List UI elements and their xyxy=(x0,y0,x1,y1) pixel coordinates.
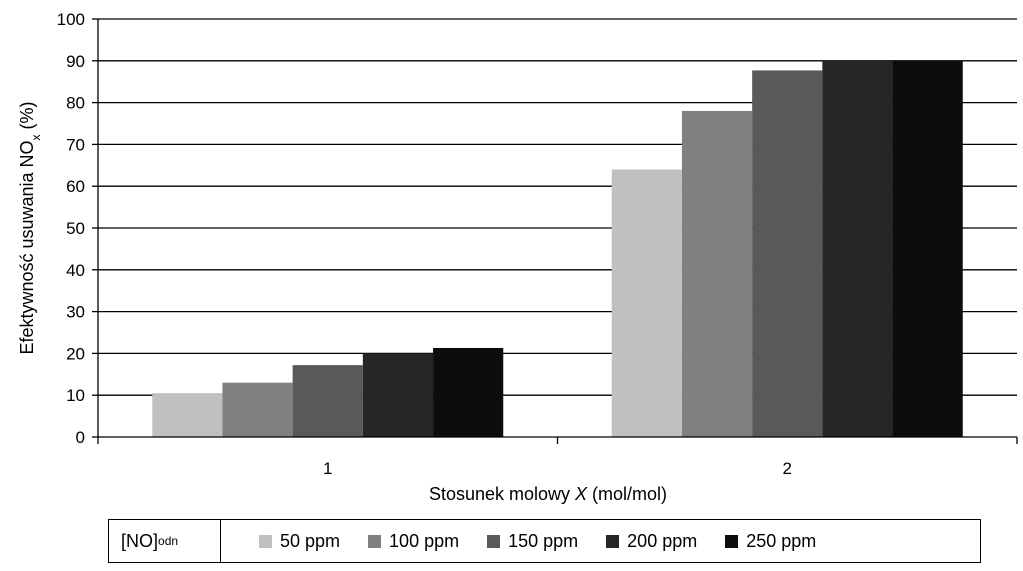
y-tick-label: 40 xyxy=(66,261,85,280)
x-axis-title-unit: (mol/mol) xyxy=(587,484,667,504)
y-tick-label: 60 xyxy=(66,177,85,196)
bars xyxy=(152,61,963,437)
legend-swatch xyxy=(606,535,619,548)
y-tick-label: 20 xyxy=(66,344,85,363)
bar xyxy=(612,169,682,437)
legend-item: 100 ppm xyxy=(368,531,459,552)
legend-swatch xyxy=(259,535,272,548)
x-tick-label: 1 xyxy=(323,459,332,478)
legend-label: 50 ppm xyxy=(280,531,340,552)
bar xyxy=(682,111,752,437)
y-axis-title-unit: (%) xyxy=(17,101,37,134)
bar xyxy=(433,348,503,437)
legend-item: 150 ppm xyxy=(487,531,578,552)
legend-item: 50 ppm xyxy=(259,531,340,552)
legend-swatch xyxy=(725,535,738,548)
legend-items: 50 ppm 100 ppm 150 ppm 200 ppm 250 ppm xyxy=(221,531,844,552)
bar xyxy=(152,393,222,437)
bar xyxy=(752,70,822,437)
x-axis-title-italic: X xyxy=(574,484,588,504)
bar xyxy=(822,61,892,437)
y-tick-label: 90 xyxy=(66,52,85,71)
bar xyxy=(363,353,433,437)
legend: [NO] odn 50 ppm 100 ppm 150 ppm 200 ppm 250 p… xyxy=(108,519,981,563)
x-axis-title: Stosunek molowy X (mol/mol) xyxy=(429,484,667,504)
legend-swatch xyxy=(368,535,381,548)
legend-swatch xyxy=(487,535,500,548)
bar xyxy=(893,61,963,437)
y-axis-title: Efektywność usuwania NOx (%) xyxy=(17,101,43,354)
bar xyxy=(222,383,292,437)
y-axis-title-main: Efektywność usuwania NO xyxy=(17,140,37,354)
y-tick-label: 70 xyxy=(66,135,85,154)
legend-label: 150 ppm xyxy=(508,531,578,552)
y-tick-label: 100 xyxy=(57,10,85,29)
y-tick-label: 0 xyxy=(76,428,85,447)
legend-item: 200 ppm xyxy=(606,531,697,552)
legend-label: 100 ppm xyxy=(389,531,459,552)
legend-title: [NO] odn xyxy=(109,520,221,562)
legend-title-main: [NO] xyxy=(121,531,158,552)
legend-title-subscript: odn xyxy=(158,534,178,548)
x-tick-label: 2 xyxy=(783,459,792,478)
y-tick-label: 50 xyxy=(66,219,85,238)
y-tick-label: 10 xyxy=(66,386,85,405)
y-tick-labels: 0 10 20 30 40 50 60 70 80 90 100 xyxy=(57,10,85,447)
legend-label: 250 ppm xyxy=(746,531,816,552)
bar xyxy=(293,365,363,437)
legend-label: 200 ppm xyxy=(627,531,697,552)
legend-item: 250 ppm xyxy=(725,531,816,552)
x-axis-title-main: Stosunek molowy xyxy=(429,484,575,504)
y-tick-label: 30 xyxy=(66,303,85,322)
y-tick-label: 80 xyxy=(66,94,85,113)
